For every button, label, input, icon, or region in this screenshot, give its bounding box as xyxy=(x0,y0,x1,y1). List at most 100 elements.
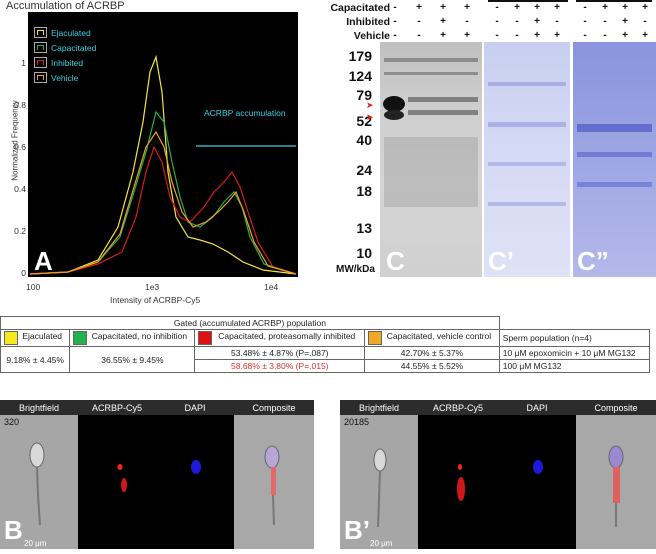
acrbp-image xyxy=(418,415,498,549)
value-capacitated: 36.55% ± 9.45% xyxy=(69,346,196,373)
accumulation-annotation: ACRBP accumulation xyxy=(204,108,286,118)
stain-c-double-prime: C” xyxy=(573,42,656,277)
channel-label: Brightfield xyxy=(0,400,78,416)
composite-signal xyxy=(264,445,280,526)
sign: + xyxy=(534,30,540,41)
legend-item-vehicle: Vehicle xyxy=(34,70,96,85)
swatch-green xyxy=(73,331,88,345)
sign: + xyxy=(602,2,608,13)
legend-item-inhibited: Inhibited xyxy=(34,55,96,70)
sign: + xyxy=(514,2,520,13)
scale-bar: 20 μm xyxy=(24,539,47,548)
sign: + xyxy=(534,2,540,13)
column-vehicle: Capacitated, vehicle control xyxy=(364,329,500,347)
gated-population-table: Gated (accumulated ACRBP) population Eja… xyxy=(0,316,656,373)
legend-label: Ejaculated xyxy=(51,27,91,38)
mw-marker: 10 xyxy=(356,245,372,261)
y-tick: 0.8 xyxy=(14,100,26,110)
acrbp-signal xyxy=(457,464,465,501)
sign: + xyxy=(534,16,540,27)
composite-signal xyxy=(608,445,624,527)
dapi-image xyxy=(498,415,576,549)
sign: - xyxy=(495,16,499,27)
sign: - xyxy=(643,16,647,27)
sign: - xyxy=(495,2,499,13)
value-vehicle-1: 42.70% ± 5.37% xyxy=(364,346,500,360)
sign: - xyxy=(515,16,519,27)
sign: - xyxy=(583,30,587,41)
treatment-1: 10 μM epoxomicin + 10 μM MG132 xyxy=(498,346,651,360)
histogram-plot xyxy=(28,12,298,277)
mw-marker: 52 xyxy=(356,113,372,129)
sign: - xyxy=(603,16,607,27)
y-tick: 0 xyxy=(21,268,26,278)
sign: + xyxy=(642,2,648,13)
composite-image xyxy=(234,415,314,549)
column-label: Capacitated, no inhibition xyxy=(91,331,188,341)
results-table: Gated (accumulated ACRBP) population Eja… xyxy=(0,316,651,373)
capacitated-curve xyxy=(29,110,297,275)
channel-header: Brightfield ACRBP-Cy5 DAPI Composite xyxy=(340,400,656,416)
cell-id: 20185 xyxy=(344,417,370,427)
column-label: Ejaculated xyxy=(22,331,63,341)
legend-item-capacitated: Capacitated xyxy=(34,40,96,55)
swatch-yellow xyxy=(4,331,18,345)
mw-marker: 79 xyxy=(356,87,372,103)
column-inhibited: Capacitated, proteasomally inhibited xyxy=(194,329,366,347)
panel-a-title: Accumulation of ACRBP xyxy=(6,0,125,12)
channel-label: ACRBP-Cy5 xyxy=(418,400,498,416)
value-inhibited-2: 58.68% ± 3.80% (P=.015) xyxy=(194,359,366,373)
x-tick: 1e4 xyxy=(264,282,279,292)
swatch-red xyxy=(198,331,213,345)
legend-swatch xyxy=(34,72,47,83)
y-tick: 0.6 xyxy=(14,142,26,152)
arrow-icon: ➤ xyxy=(366,100,374,110)
sign: + xyxy=(440,16,446,27)
legend-swatch xyxy=(34,27,47,38)
mw-unit: MW/kDa xyxy=(336,264,375,275)
mw-marker: 179 xyxy=(348,48,372,64)
legend-label: Vehicle xyxy=(51,72,79,83)
scale-bar: 20 μm xyxy=(370,539,393,548)
channel-label: Composite xyxy=(576,400,656,416)
blot-c-bands xyxy=(383,58,478,207)
x-axis-label: Intensity of ACRBP-Cy5 xyxy=(110,295,201,305)
blot-c-prime-bands xyxy=(488,82,566,206)
sign: - xyxy=(393,16,397,27)
panel-letter-a: A xyxy=(34,246,53,276)
column-label: Capacitated, proteasomally inhibited xyxy=(218,331,356,341)
panel-letter-c: C xyxy=(386,246,405,276)
panel-letter-b-prime: B’ xyxy=(344,515,370,545)
channel-header: Brightfield ACRBP-Cy5 DAPI Composite xyxy=(0,400,314,416)
acrbp-signal xyxy=(117,464,127,492)
inhibited-curve xyxy=(29,145,297,275)
cell-id: 320 xyxy=(4,417,20,427)
row-label-capacitated: Capacitated xyxy=(330,2,390,14)
dapi-signal xyxy=(533,460,543,474)
arrow-icon: ➤ xyxy=(366,112,374,122)
sign: + xyxy=(622,30,628,41)
swatch-orange xyxy=(368,331,383,345)
channel-label: Composite xyxy=(234,400,314,416)
y-tick: 0.4 xyxy=(14,184,26,194)
dapi-signal xyxy=(191,460,201,474)
stain-c-prime: C’ xyxy=(484,42,570,277)
x-tick: 1e3 xyxy=(145,282,160,292)
ejaculated-curve xyxy=(29,54,297,275)
table-header: Gated (accumulated ACRBP) population xyxy=(0,316,500,330)
vehicle-curve xyxy=(29,130,297,275)
treatment-2: 100 μM MG132 xyxy=(498,359,651,373)
sign: - xyxy=(583,16,587,27)
sign: + xyxy=(440,2,446,13)
y-tick: 0.2 xyxy=(14,226,26,236)
sign: + xyxy=(642,30,648,41)
sperm-brightfield xyxy=(373,448,387,528)
sign: - xyxy=(465,16,469,27)
sign: - xyxy=(417,30,421,41)
column-label: Capacitated, vehicle control xyxy=(386,331,492,341)
legend-item-ejaculated: Ejaculated xyxy=(34,25,96,40)
channel-label: DAPI xyxy=(156,400,234,416)
sign: + xyxy=(554,2,560,13)
sign: - xyxy=(417,16,421,27)
sperm-brightfield xyxy=(29,442,45,526)
